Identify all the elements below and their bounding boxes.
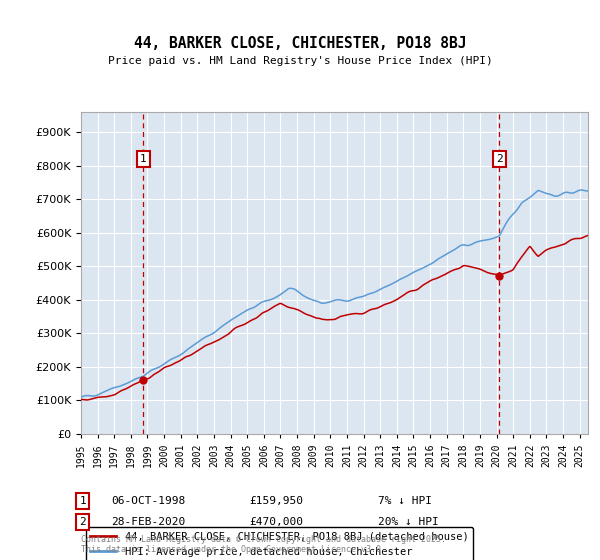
Text: 2: 2 xyxy=(79,517,86,527)
Text: 1: 1 xyxy=(140,153,147,164)
Text: £470,000: £470,000 xyxy=(249,517,303,527)
Text: 2: 2 xyxy=(496,153,503,164)
Text: 7% ↓ HPI: 7% ↓ HPI xyxy=(378,496,432,506)
Text: 20% ↓ HPI: 20% ↓ HPI xyxy=(378,517,439,527)
Text: 44, BARKER CLOSE, CHICHESTER, PO18 8BJ: 44, BARKER CLOSE, CHICHESTER, PO18 8BJ xyxy=(134,36,466,52)
Text: Price paid vs. HM Land Registry's House Price Index (HPI): Price paid vs. HM Land Registry's House … xyxy=(107,56,493,66)
Text: Contains HM Land Registry data © Crown copyright and database right 2025.
This d: Contains HM Land Registry data © Crown c… xyxy=(81,535,446,554)
Text: 1: 1 xyxy=(79,496,86,506)
Text: £159,950: £159,950 xyxy=(249,496,303,506)
Legend: 44, BARKER CLOSE, CHICHESTER, PO18 8BJ (detached house), HPI: Average price, det: 44, BARKER CLOSE, CHICHESTER, PO18 8BJ (… xyxy=(86,528,473,560)
Text: 06-OCT-1998: 06-OCT-1998 xyxy=(111,496,185,506)
Text: 28-FEB-2020: 28-FEB-2020 xyxy=(111,517,185,527)
